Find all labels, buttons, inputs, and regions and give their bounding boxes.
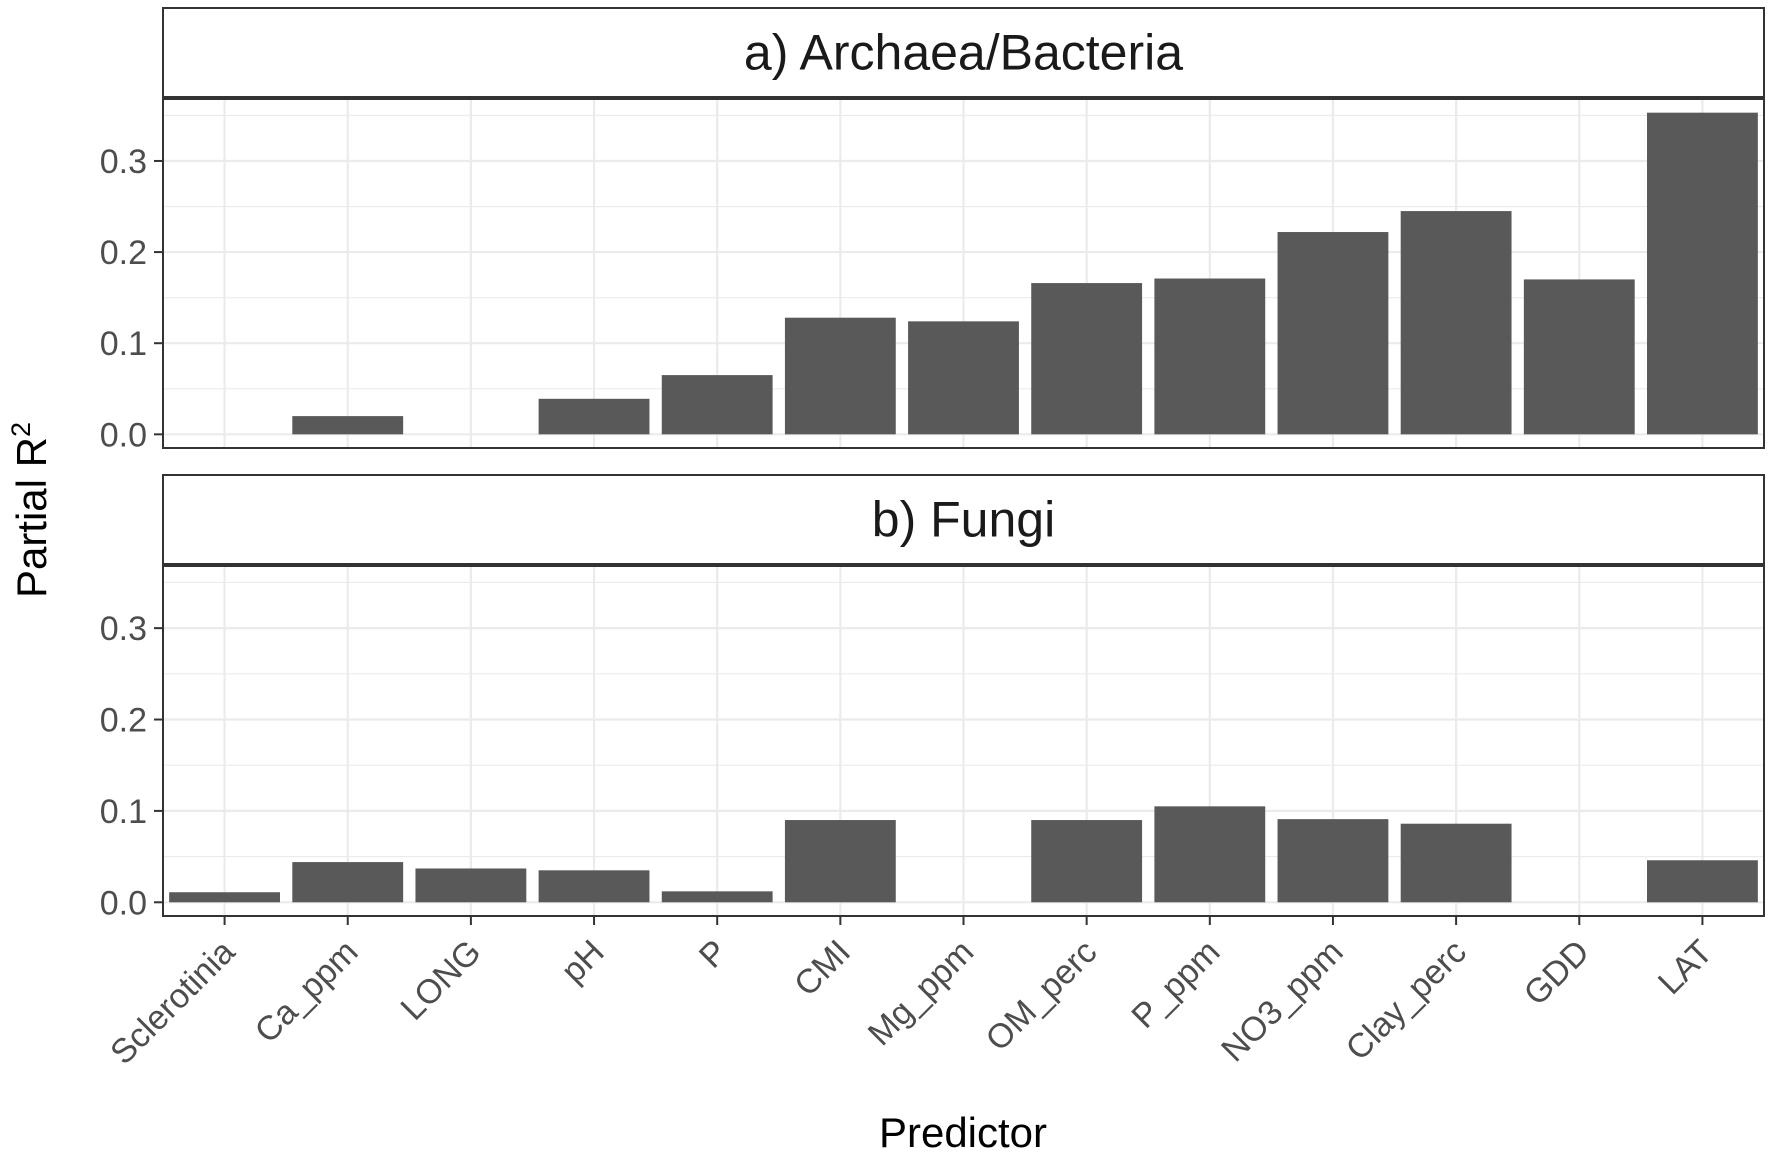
bar-pH [538, 870, 650, 903]
x-axis-title: Predictor [879, 1109, 1047, 1156]
bar-Ca_ppm [292, 416, 404, 435]
bar-LAT [1647, 112, 1758, 435]
bar-GDD [1523, 279, 1635, 435]
y-tick-label: 0.0 [100, 884, 147, 922]
y-axis-title-text: Partial R [8, 437, 55, 598]
panels-layer: a) Archaea/Bacteria 0.0 0.1 0.2 0.3 b) Fungi 0… [100, 7, 1765, 922]
y-tick-label: 0.1 [100, 325, 147, 363]
y-axis-title-superscript: 2 [6, 422, 36, 437]
y-tick-label: 0.1 [100, 793, 147, 831]
bar-Sclerotinia [169, 892, 280, 903]
bar-P_ppm [1154, 278, 1266, 435]
bar-LAT [1647, 860, 1758, 903]
y-tick-label: 0.2 [100, 234, 147, 272]
x-tick-label: GDD [1517, 933, 1597, 1013]
x-tick-label: P [692, 933, 735, 976]
x-tick-label: pH [554, 933, 612, 991]
bar-P [661, 891, 773, 903]
bar-Clay_perc [1400, 823, 1512, 903]
bar-NO3_ppm [1277, 232, 1389, 435]
bar-CMI [784, 820, 896, 903]
bar-Ca_ppm [292, 862, 404, 903]
x-tick-label: LAT [1651, 933, 1720, 1002]
facet-title: a) Archaea/Bacteria [744, 25, 1183, 81]
x-tick-label: Mg_ppm [861, 933, 981, 1053]
y-tick-label: 0.0 [100, 416, 147, 454]
x-tick-label: Clay_perc [1339, 933, 1474, 1068]
plot-frame [162, 98, 1765, 449]
x-tick-label: OM_perc [979, 933, 1105, 1059]
bar-pH [538, 398, 650, 435]
x-tick-label: Ca_ppm [248, 933, 366, 1051]
y-axis-title: Partial R2 [6, 422, 55, 598]
bar-NO3_ppm [1277, 819, 1389, 903]
bar-P_ppm [1154, 806, 1266, 903]
facet-title: b) Fungi [872, 492, 1055, 548]
x-tick-label: Sclerotinia [103, 933, 242, 1072]
bar-OM_perc [1031, 820, 1143, 903]
panel-b: b) Fungi 0.0 0.1 0.2 0.3 [100, 474, 1765, 922]
x-axis: Sclerotinia Ca_ppm LONG pH P CMI Mg_ppmOM_perc… [103, 916, 1720, 1072]
facet-strip [162, 7, 1765, 98]
bar-P [661, 375, 773, 435]
bar-CMI [784, 317, 896, 435]
x-tick-label: P_ppm [1124, 933, 1227, 1036]
bar-Mg_ppm [908, 321, 1019, 435]
y-tick-label: 0.2 [100, 702, 147, 740]
facet-strip [162, 474, 1765, 565]
panel-a: a) Archaea/Bacteria 0.0 0.1 0.2 0.3 [100, 7, 1765, 454]
x-tick-label: CMI [787, 933, 858, 1004]
bar-Clay_perc [1400, 211, 1512, 435]
y-tick-label: 0.3 [100, 143, 147, 181]
x-tick-label: LONG [394, 933, 489, 1028]
x-tick-label: NO3_ppm [1214, 933, 1350, 1069]
y-tick-label: 0.3 [100, 610, 147, 648]
bar-OM_perc [1031, 283, 1143, 435]
bar-LONG [415, 868, 527, 903]
